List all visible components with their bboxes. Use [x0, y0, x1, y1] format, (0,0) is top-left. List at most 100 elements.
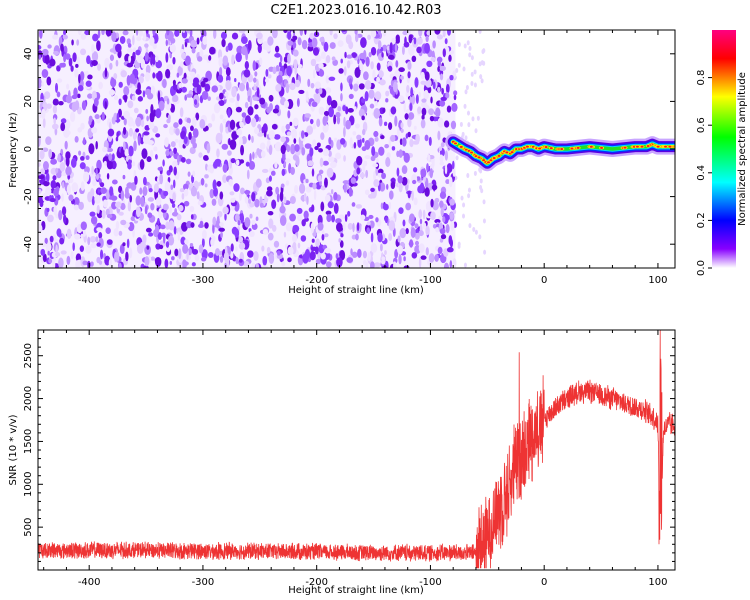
noise-blob — [446, 247, 454, 253]
noise-blob — [248, 160, 256, 170]
noise-blob — [411, 252, 418, 259]
noise-blob — [169, 206, 172, 214]
noise-blob — [192, 128, 199, 138]
noise-blob — [73, 197, 80, 208]
noise-blob — [244, 189, 251, 195]
noise-blob — [351, 52, 358, 58]
noise-blob — [127, 43, 132, 48]
noise-blob — [388, 201, 392, 210]
noise-blob — [289, 121, 293, 126]
noise-blob — [105, 189, 110, 200]
noise-blob — [343, 183, 347, 193]
noise-blob — [426, 163, 429, 172]
noise-blob — [355, 204, 363, 209]
noise-blob — [231, 86, 237, 98]
noise-blob — [378, 117, 383, 127]
noise-blob — [185, 158, 192, 165]
noise-blob-faint — [466, 173, 470, 179]
noise-blob — [98, 81, 103, 90]
noise-blob — [289, 195, 296, 205]
noise-blob — [338, 68, 344, 74]
noise-blob — [379, 79, 386, 86]
noise-blob — [301, 147, 306, 156]
noise-blob — [271, 199, 277, 210]
noise-blob — [102, 146, 108, 153]
noise-blob — [328, 136, 332, 145]
noise-blob — [223, 251, 229, 262]
noise-blob — [199, 118, 206, 129]
noise-blob — [248, 198, 251, 204]
noise-blob — [422, 222, 427, 230]
noise-blob — [172, 84, 179, 91]
noise-blob — [435, 226, 440, 233]
noise-blob — [420, 119, 426, 129]
noise-blob — [157, 166, 163, 171]
noise-blob — [94, 194, 101, 204]
noise-blob — [336, 222, 343, 232]
noise-blob — [311, 204, 315, 212]
noise-blob — [197, 56, 203, 62]
noise-blob — [338, 238, 341, 243]
noise-blob — [285, 222, 293, 232]
noise-blob — [285, 158, 291, 164]
noise-blob — [207, 164, 214, 173]
noise-blob — [434, 30, 441, 35]
noise-blob — [47, 250, 50, 256]
noise-blob-faint — [467, 187, 471, 193]
noise-blob — [337, 40, 344, 48]
noise-blob — [53, 205, 57, 216]
noise-blob — [96, 242, 101, 247]
noise-blob — [393, 261, 397, 268]
noise-blob — [430, 96, 433, 104]
noise-blob — [253, 127, 260, 135]
noise-blob-faint — [473, 69, 477, 75]
noise-blob — [222, 206, 229, 215]
noise-blob — [411, 55, 417, 63]
noise-blob — [401, 137, 407, 147]
noise-blob — [354, 30, 358, 35]
noise-blob — [299, 30, 304, 36]
noise-blob — [233, 183, 240, 192]
noise-blob — [183, 136, 188, 144]
noise-blob — [370, 261, 375, 268]
noise-blob — [325, 54, 331, 64]
noise-blob — [58, 232, 62, 238]
x-tick-label: 100 — [648, 275, 667, 286]
noise-blob — [168, 165, 173, 173]
noise-blob-faint — [473, 82, 477, 88]
noise-blob — [165, 68, 171, 79]
noise-blob — [119, 35, 126, 44]
noise-blob — [149, 149, 154, 158]
noise-blob — [284, 100, 290, 109]
noise-blob — [408, 112, 415, 120]
noise-blob — [190, 214, 194, 220]
noise-blob — [204, 83, 211, 92]
noise-blob-faint — [468, 52, 472, 58]
noise-blob — [313, 189, 317, 201]
noise-blob — [385, 90, 390, 97]
noise-blob — [268, 175, 272, 182]
noise-blob — [212, 216, 217, 226]
noise-blob — [87, 93, 93, 99]
noise-blob — [397, 235, 401, 243]
noise-blob — [42, 253, 47, 263]
noise-blob — [61, 193, 64, 202]
noise-blob — [294, 66, 298, 75]
noise-blob-faint — [457, 62, 461, 68]
noise-blob — [361, 137, 365, 143]
noise-blob — [370, 30, 377, 38]
noise-blob — [260, 150, 266, 158]
noise-blob — [131, 95, 136, 101]
noise-blob — [283, 196, 287, 204]
noise-blob — [367, 34, 371, 41]
noise-blob — [45, 242, 52, 252]
noise-blob — [189, 242, 194, 247]
noise-blob — [218, 56, 223, 68]
noise-blob — [304, 113, 312, 118]
noise-blob — [70, 250, 74, 260]
noise-blob — [269, 167, 272, 174]
signal-peak — [482, 159, 486, 162]
noise-blob — [335, 111, 341, 118]
noise-blob — [91, 127, 98, 134]
noise-blob-faint — [479, 184, 483, 190]
